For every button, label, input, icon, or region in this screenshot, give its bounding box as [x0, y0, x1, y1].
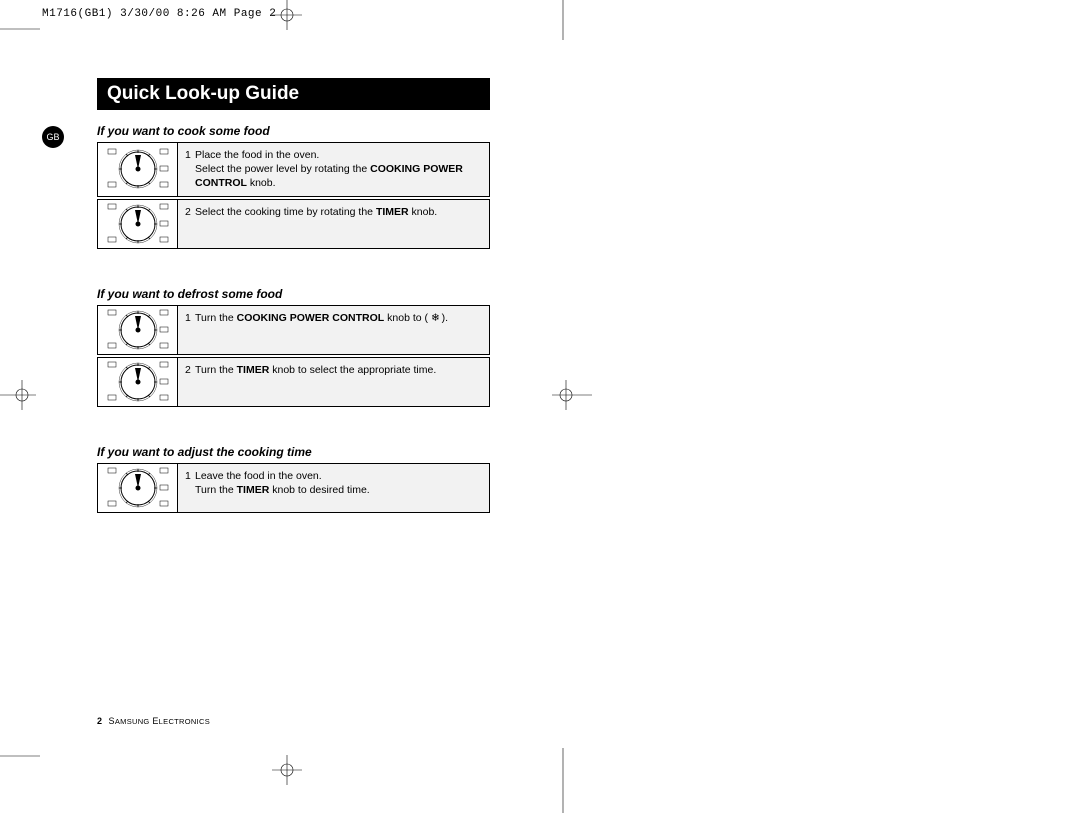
reg-mark-left — [0, 380, 36, 410]
step-text: 1Turn the COOKING POWER CONTROL knob to … — [178, 306, 489, 354]
step-body: Turn the COOKING POWER CONTROL knob to (… — [195, 311, 482, 349]
dial-icon — [98, 143, 178, 196]
step-body: Place the food in the oven.Select the po… — [195, 148, 482, 191]
step-row: 2Turn the TIMER knob to select the appro… — [97, 357, 490, 407]
step-text: 2Select the cooking time by rotating the… — [178, 200, 489, 248]
step-text: 1Place the food in the oven.Select the p… — [178, 143, 489, 196]
dial-icon — [98, 464, 178, 512]
step-body: Leave the food in the oven.Turn the TIME… — [195, 469, 482, 507]
dial-icon — [98, 200, 178, 248]
step-number: 2 — [185, 363, 195, 401]
step-body: Turn the TIMER knob to select the approp… — [195, 363, 482, 401]
crop-line-top — [0, 28, 40, 30]
crop-mark-bottom-right-v — [548, 748, 578, 813]
step-number: 1 — [185, 311, 195, 349]
reg-mark-bottom — [272, 755, 302, 785]
step-row: 2Select the cooking time by rotating the… — [97, 199, 490, 249]
language-tab: GB — [42, 126, 64, 148]
crop-line-bottom-left — [0, 755, 40, 757]
step-body: Select the cooking time by rotating the … — [195, 205, 482, 243]
page-number: 2 — [97, 716, 102, 726]
step-number: 1 — [185, 148, 195, 191]
footer-brand: SAMSUNG ELECTRONICS — [109, 716, 210, 726]
reg-mark-top — [272, 0, 302, 30]
step-text: 2Turn the TIMER knob to select the appro… — [178, 358, 489, 406]
section-heading: If you want to defrost some food — [97, 287, 490, 301]
step-row: 1Leave the food in the oven.Turn the TIM… — [97, 463, 490, 513]
crop-mark-top-right — [548, 0, 578, 40]
section-heading: If you want to adjust the cooking time — [97, 445, 490, 459]
step-row: 1Turn the COOKING POWER CONTROL knob to … — [97, 305, 490, 355]
page-footer: 2 SAMSUNG ELECTRONICS — [97, 716, 210, 726]
title-box: Quick Look-up Guide — [97, 78, 490, 110]
step-number: 2 — [185, 205, 195, 243]
page-title: Quick Look-up Guide — [107, 83, 480, 105]
step-number: 1 — [185, 469, 195, 507]
dial-icon — [98, 306, 178, 354]
reg-mark-right — [552, 380, 592, 410]
step-text: 1Leave the food in the oven.Turn the TIM… — [178, 464, 489, 512]
page-content: Quick Look-up Guide If you want to cook … — [97, 78, 490, 515]
imprint-line: M1716(GB1) 3/30/00 8:26 AM Page 2 — [42, 8, 276, 20]
step-row: 1Place the food in the oven.Select the p… — [97, 142, 490, 197]
dial-icon — [98, 358, 178, 406]
section-heading: If you want to cook some food — [97, 124, 490, 138]
